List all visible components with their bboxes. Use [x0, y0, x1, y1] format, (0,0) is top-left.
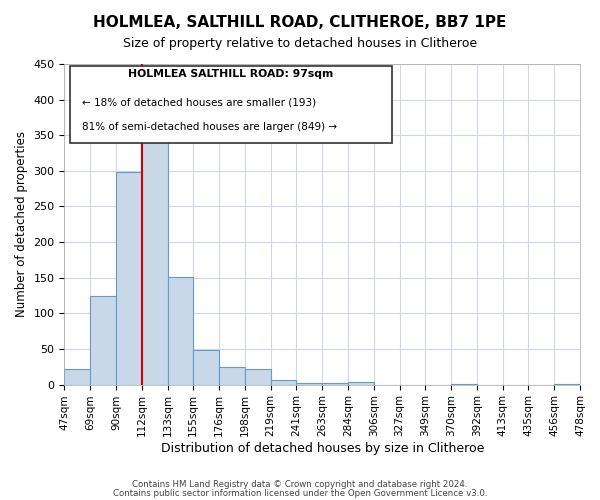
Bar — [348, 382, 374, 384]
Bar — [116, 172, 142, 384]
Bar — [245, 369, 271, 384]
Bar — [90, 296, 116, 384]
Bar — [142, 132, 167, 384]
Bar — [167, 277, 193, 384]
Bar — [322, 383, 348, 384]
Text: 81% of semi-detached houses are larger (849) →: 81% of semi-detached houses are larger (… — [82, 122, 338, 132]
Bar — [271, 380, 296, 384]
Text: Contains public sector information licensed under the Open Government Licence v3: Contains public sector information licen… — [113, 488, 487, 498]
Bar — [64, 369, 90, 384]
Y-axis label: Number of detached properties: Number of detached properties — [15, 132, 28, 318]
Bar — [296, 383, 322, 384]
Bar — [193, 350, 219, 384]
Text: Size of property relative to detached houses in Clitheroe: Size of property relative to detached ho… — [123, 38, 477, 51]
Text: ← 18% of detached houses are smaller (193): ← 18% of detached houses are smaller (19… — [82, 98, 317, 108]
Text: Contains HM Land Registry data © Crown copyright and database right 2024.: Contains HM Land Registry data © Crown c… — [132, 480, 468, 489]
X-axis label: Distribution of detached houses by size in Clitheroe: Distribution of detached houses by size … — [161, 442, 484, 455]
Text: HOLMLEA, SALTHILL ROAD, CLITHEROE, BB7 1PE: HOLMLEA, SALTHILL ROAD, CLITHEROE, BB7 1… — [94, 15, 506, 30]
Text: HOLMLEA SALTHILL ROAD: 97sqm: HOLMLEA SALTHILL ROAD: 97sqm — [128, 69, 334, 79]
Bar — [219, 368, 245, 384]
FancyBboxPatch shape — [70, 66, 392, 142]
